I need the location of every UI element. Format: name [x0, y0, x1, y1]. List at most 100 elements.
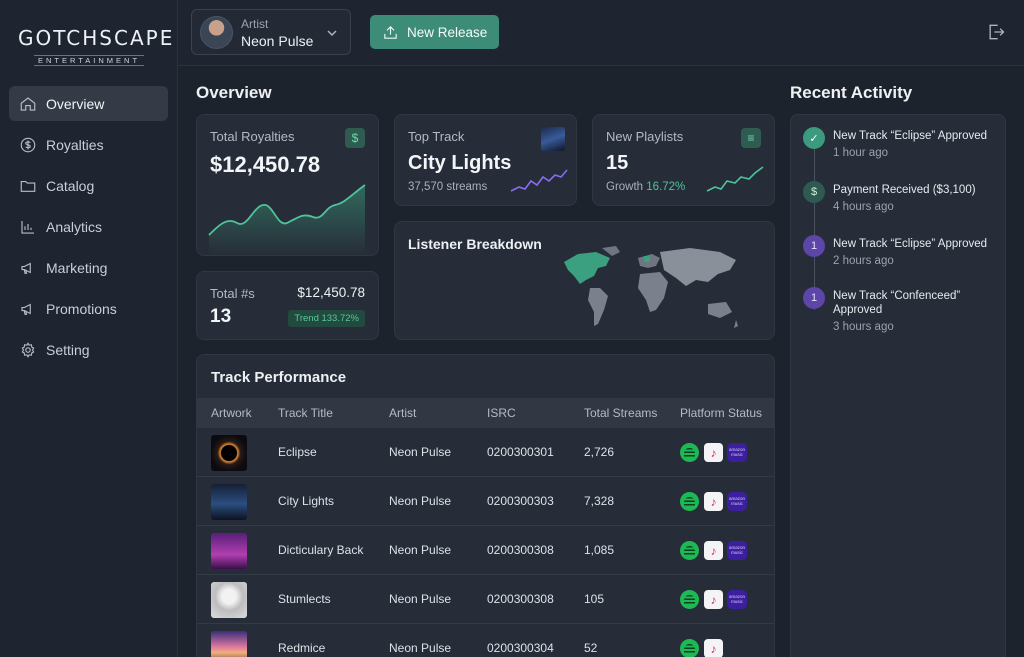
sidebar-item-marketing[interactable]: Marketing	[9, 250, 168, 285]
table-row[interactable]: Dicticulary Back Neon Pulse 0200300308 1…	[197, 526, 774, 575]
column-header-artist[interactable]: Artist	[389, 406, 417, 420]
track-title: Redmice	[278, 641, 326, 655]
track-title: Eclipse	[278, 445, 317, 459]
track-isrc: 0200300308	[487, 543, 554, 557]
spotify-icon[interactable]	[680, 443, 699, 462]
playlist-icon: ≡	[741, 128, 761, 148]
world-map[interactable]	[560, 244, 745, 336]
home-icon	[20, 96, 36, 111]
track-performance-title: Track Performance	[211, 369, 347, 386]
track-artist: Neon Pulse	[389, 494, 452, 508]
sidebar-item-royalties[interactable]: Royalties	[9, 127, 168, 162]
dollar-icon: $	[803, 181, 825, 203]
total-royalties-value: $12,450.78	[210, 152, 321, 177]
sidebar-item-label: Promotions	[46, 300, 117, 317]
sidebar-item-overview[interactable]: Overview	[9, 86, 168, 121]
column-header-track-title[interactable]: Track Title	[278, 406, 333, 420]
sidebar-item-label: Overview	[46, 95, 105, 112]
amazon-music-icon[interactable]: amazon music	[727, 590, 747, 609]
trend-badge: Trend 133.72%	[288, 310, 365, 327]
top-track-value: City Lights	[408, 152, 512, 174]
recent-activity-title: Recent Activity	[790, 83, 913, 102]
artist-name: Neon Pulse	[241, 33, 314, 49]
number-marker-icon: 1	[803, 235, 825, 257]
top-track-artwork	[541, 127, 565, 151]
amazon-music-icon[interactable]: amazon music	[727, 541, 747, 560]
activity-item-title[interactable]: New Track “Confenceed” Approved	[833, 290, 961, 316]
track-performance-card: Track Performance Artwork Track Title Ar…	[196, 354, 775, 657]
apple-music-icon[interactable]: ♪	[704, 492, 723, 511]
column-header-platform-status[interactable]: Platform Status	[680, 406, 763, 420]
sidebar: GOTCHSCAPE ENTERTAINMENT Overview Royalt…	[0, 0, 178, 657]
sidebar-item-label: Setting	[46, 341, 90, 358]
track-artist: Neon Pulse	[389, 543, 452, 557]
column-header-artwork[interactable]: Artwork	[211, 406, 252, 420]
folder-icon	[20, 180, 36, 192]
sidebar-item-analytics[interactable]: Analytics	[9, 209, 168, 244]
sidebar-item-catalog[interactable]: Catalog	[9, 168, 168, 203]
spotify-icon[interactable]	[680, 492, 699, 511]
sidebar-item-promotions[interactable]: Promotions	[9, 291, 168, 326]
apple-music-icon[interactable]: ♪	[704, 590, 723, 609]
artist-selector[interactable]: Artist Neon Pulse	[191, 9, 351, 55]
activity-item-title[interactable]: Payment Received ($3,100)	[833, 184, 976, 196]
table-row[interactable]: Redmice Neon Pulse 0200300304 52 ♪	[197, 624, 774, 657]
total-count-label: Total #s	[210, 286, 255, 301]
total-count-card[interactable]: Total #s 13 $12,450.78 Trend 133.72%	[196, 271, 379, 340]
growth-text: Growth 16.72%	[606, 181, 685, 193]
track-artwork	[211, 533, 247, 569]
track-artwork	[211, 631, 247, 657]
gear-icon	[21, 341, 35, 358]
new-playlists-label: New Playlists	[606, 129, 684, 144]
activity-item-time: 1 hour ago	[833, 147, 888, 159]
amazon-music-icon[interactable]: amazon music	[727, 443, 747, 462]
column-header-isrc[interactable]: ISRC	[487, 406, 516, 420]
activity-item-title[interactable]: New Track “Eclipse” Approved	[833, 238, 988, 250]
check-icon: ✓	[803, 127, 825, 149]
playlists-sparkline	[706, 166, 764, 192]
listener-breakdown-card[interactable]: Listener Breakdown	[394, 221, 775, 340]
growth-value: 16.72%	[646, 181, 686, 193]
table-row[interactable]: Eclipse Neon Pulse 0200300301 2,726 ♪ am…	[197, 428, 774, 477]
apple-music-icon[interactable]: ♪	[704, 639, 723, 657]
royalties-sparkline	[208, 184, 366, 255]
megaphone-icon	[21, 303, 31, 315]
number-marker-icon: 1	[803, 287, 825, 309]
track-artwork	[211, 484, 247, 520]
top-track-card[interactable]: Top Track City Lights 37,570 streams	[394, 114, 577, 206]
spotify-icon[interactable]	[680, 590, 699, 609]
activity-item-title[interactable]: New Track “Eclipse” Approved	[833, 130, 988, 142]
upload-icon	[384, 25, 397, 39]
total-royalties-card[interactable]: Total Royalties $ $12,450.78	[196, 114, 379, 256]
listener-breakdown-title: Listener Breakdown	[408, 236, 542, 252]
sidebar-item-label: Marketing	[46, 259, 108, 276]
logout-button[interactable]	[986, 22, 1006, 42]
apple-music-icon[interactable]: ♪	[704, 541, 723, 560]
recent-activity-card: ✓ New Track “Eclipse” Approved 1 hour ag…	[790, 114, 1006, 657]
activity-item-time: 4 hours ago	[833, 201, 894, 213]
spotify-icon[interactable]	[680, 541, 699, 560]
top-track-streams: 37,570 streams	[408, 181, 488, 193]
track-isrc: 0200300303	[487, 494, 554, 508]
new-playlists-card[interactable]: New Playlists ≡ 15 Growth 16.72%	[592, 114, 775, 206]
sidebar-item-setting[interactable]: Setting	[9, 332, 168, 367]
chevron-down-icon	[327, 30, 337, 37]
table-row[interactable]: Stumlects Neon Pulse 0200300308 105 ♪ am…	[197, 575, 774, 624]
spotify-icon[interactable]	[680, 639, 699, 657]
artist-caption: Artist	[241, 17, 269, 31]
track-title: Dicticulary Back	[278, 543, 364, 557]
new-release-button[interactable]: New Release	[370, 15, 499, 49]
brand-logo[interactable]: GOTCHSCAPE ENTERTAINMENT	[18, 26, 172, 68]
sidebar-nav: Overview Royalties Catalog Analytics Mar…	[9, 86, 168, 373]
track-streams: 105	[584, 592, 605, 606]
track-artist: Neon Pulse	[389, 641, 452, 655]
track-artwork	[211, 435, 247, 471]
sidebar-item-label: Catalog	[46, 177, 95, 194]
column-header-total-streams[interactable]: Total Streams	[584, 406, 658, 420]
track-isrc: 0200300304	[487, 641, 554, 655]
track-artwork	[211, 582, 247, 618]
amazon-music-icon[interactable]: amazon music	[727, 492, 747, 511]
apple-music-icon[interactable]: ♪	[704, 443, 723, 462]
table-row[interactable]: City Lights Neon Pulse 0200300303 7,328 …	[197, 477, 774, 526]
timeline-line	[814, 145, 815, 310]
